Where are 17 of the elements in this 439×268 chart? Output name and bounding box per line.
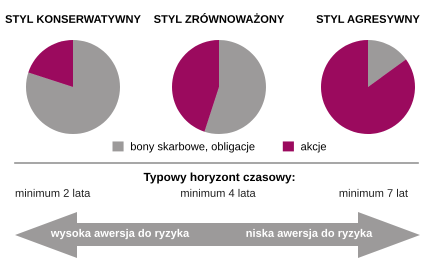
text: Typowy horyzont czasowy: (144, 172, 294, 184)
chart-title: STYL AGRESYWNY (316, 15, 420, 23)
pie-slice (204, 40, 266, 134)
pie-slice (368, 40, 406, 87)
chart-title: STYL KONSERWATYWNY (5, 15, 141, 23)
pie-slice (28, 40, 73, 87)
text: minimum 7 lat (340, 188, 408, 197)
text: minimum 2 lata (16, 188, 90, 197)
pie-slice (172, 40, 219, 132)
pie-slice (321, 40, 415, 134)
text: wysoka awersja do ryzyka (50, 228, 190, 240)
pie-slice (26, 40, 120, 134)
chart-title: STYL ZRÓWNOWAŻONY (154, 13, 284, 23)
text: minimum 4 lata (181, 188, 256, 197)
text: niska awersja do ryzyka (246, 228, 372, 240)
legend-label: bony skarbowe, obligacje (130, 142, 255, 153)
legend-label: akcje (301, 142, 326, 153)
